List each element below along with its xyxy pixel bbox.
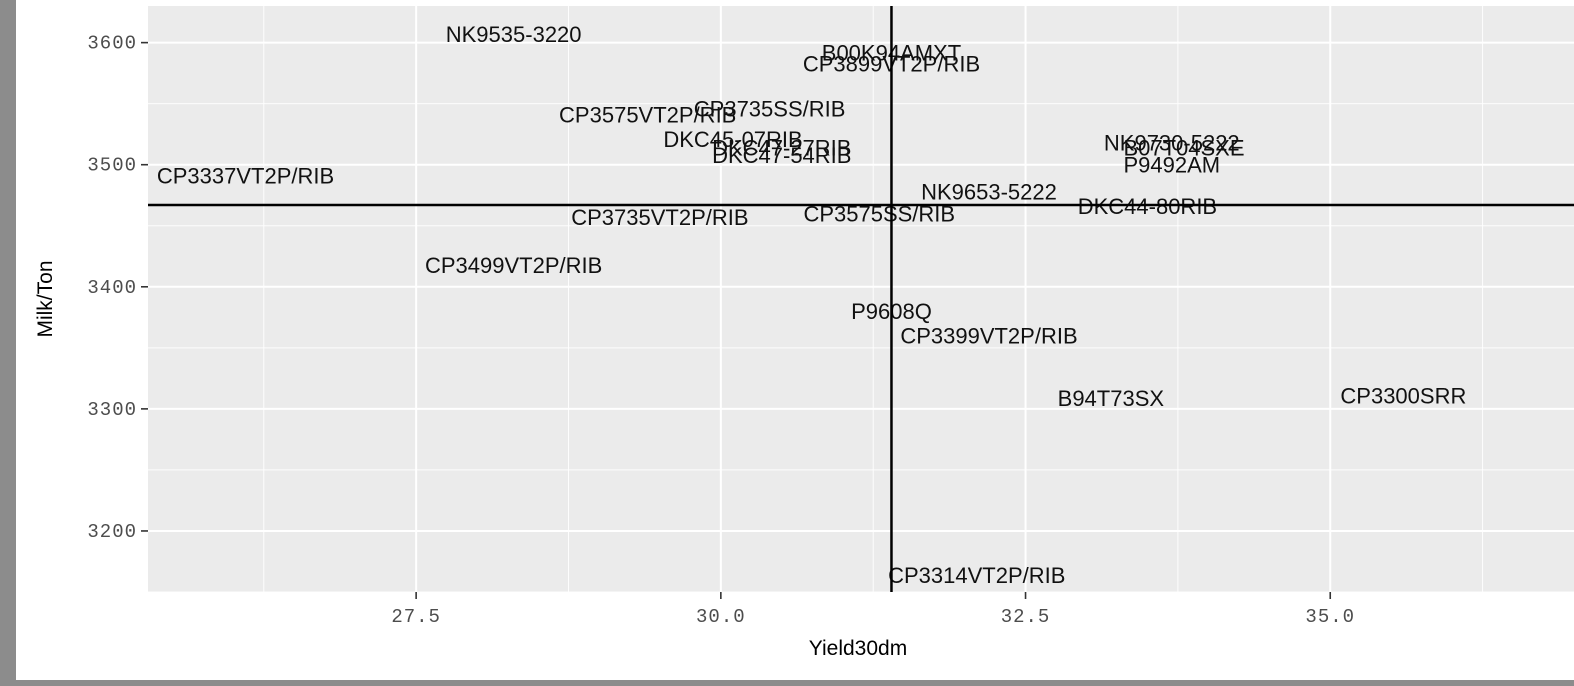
point-label: CP3735SS/RIB (694, 97, 846, 122)
point-label: CP3575VT2P/RIB (559, 103, 736, 128)
point-label: DKC47-27RIB (712, 136, 851, 161)
point-label: DKC45-07RIB (663, 127, 802, 152)
y-tick-label: 3500 (87, 155, 137, 177)
x-tick-label: 30.0 (696, 606, 746, 628)
point-label: CP3399VT2P/RIB (900, 324, 1077, 349)
y-tick-label: 3300 (87, 399, 137, 421)
point-label: B94T73SX (1058, 386, 1165, 411)
axis-ticks: 27.5 30.0 32.5 35.0 3200 3300 3400 3500 3600 (87, 33, 1355, 628)
y-tick-label: 3400 (87, 277, 137, 299)
point-label: CP3337VT2P/RIB (157, 164, 334, 189)
point-label: B07T04SXE (1123, 136, 1244, 161)
point-label: NK9535-3220 (446, 22, 582, 47)
point-label: CP3314VT2P/RIB (888, 563, 1065, 588)
point-label: NK9730-5222 (1104, 131, 1240, 156)
x-tick-label: 32.5 (1001, 606, 1051, 628)
grid-lines (148, 6, 1574, 593)
point-label: DKC44-80RIB (1078, 194, 1217, 219)
x-tick-label: 27.5 (391, 606, 441, 628)
point-label: NK9653-5222 (921, 180, 1057, 205)
y-axis-title: Milk/Ton (34, 260, 57, 337)
point-label: CP3735VT2P/RIB (571, 205, 748, 230)
point-label: CP3300SRR (1340, 383, 1466, 408)
point-label: P9492AM (1123, 153, 1220, 178)
point-label: DKC47-54RIB (712, 143, 851, 168)
x-axis-title: Yield30dm (809, 637, 907, 660)
y-tick-label: 3600 (87, 33, 137, 55)
x-tick-label: 35.0 (1305, 606, 1355, 628)
y-tick-label: 3200 (87, 521, 137, 543)
point-label: CP3499VT2P/RIB (425, 253, 602, 278)
